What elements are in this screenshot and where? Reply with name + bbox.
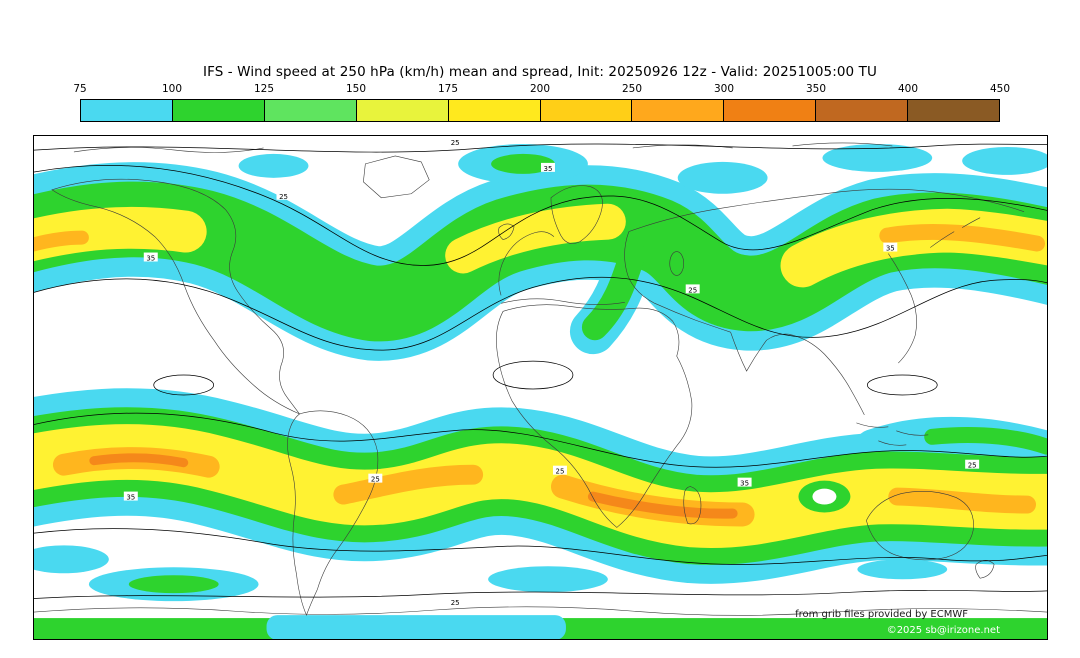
antarctic-cyan-band (266, 615, 566, 639)
contour-label: 25 (279, 193, 288, 201)
colorbar-tick-label: 350 (805, 83, 827, 95)
contour-label: 35 (740, 480, 749, 488)
page-title: IFS - Wind speed at 250 hPa (km/h) mean … (203, 64, 877, 80)
colorbar-segment (539, 100, 632, 121)
contour-label: 35 (544, 165, 553, 173)
map-panel: 25 25 25 25 25 25 25 35 35 35 35 35 (33, 135, 1048, 640)
attribution-text: from grib files provided by ECMWF (795, 609, 968, 620)
colorbar-tick-label: 100 (161, 83, 183, 95)
colorbar-tick-label: 200 (529, 83, 551, 95)
coastlines (34, 142, 1047, 616)
colorbar-tick-label: 75 (73, 83, 87, 95)
contour-label: 35 (886, 245, 895, 253)
contour-label: 25 (451, 139, 460, 147)
colorbar-tick-label: 450 (989, 83, 1011, 95)
colorbar-segment (447, 100, 540, 121)
colorbar-tick-label: 250 (621, 83, 643, 95)
colorbar-tick-label: 300 (713, 83, 735, 95)
colorbar-segment (81, 100, 172, 121)
colorbar-segment (723, 100, 816, 121)
contour-label: 25 (968, 462, 977, 470)
colorbar-tick-label: 150 (345, 83, 367, 95)
contour-label: 25 (371, 476, 380, 484)
colorbar-tick-label: 400 (897, 83, 919, 95)
contour-label: 25 (451, 599, 460, 607)
colorbar-segment (355, 100, 448, 121)
copyright-text: ©2025 sb@irizone.net (886, 625, 1000, 636)
world-map: 25 25 25 25 25 25 25 35 35 35 35 35 (34, 136, 1047, 639)
colorbar-segment (631, 100, 724, 121)
contour-label: 25 (688, 286, 697, 294)
colorbar-segments (80, 99, 1000, 122)
contour-label: 35 (126, 494, 135, 502)
contour-labels: 25 25 25 25 25 25 25 35 35 35 35 35 (123, 136, 980, 607)
colorbar-segment (815, 100, 908, 121)
colorbar-segment (171, 100, 264, 121)
colorbar-tick-label: 175 (437, 83, 459, 95)
contour-label: 35 (146, 255, 155, 263)
contour-label: 25 (556, 468, 565, 476)
colorbar-segment (907, 100, 1000, 121)
colorbar-tick-label: 125 (253, 83, 275, 95)
colorbar-ticks: 75 100 125 150 175 200 250 300 350 400 450 (73, 83, 1010, 96)
colorbar-segment (263, 100, 356, 121)
contour-lines (34, 143, 1047, 599)
wind-speed-bands (34, 143, 1047, 639)
